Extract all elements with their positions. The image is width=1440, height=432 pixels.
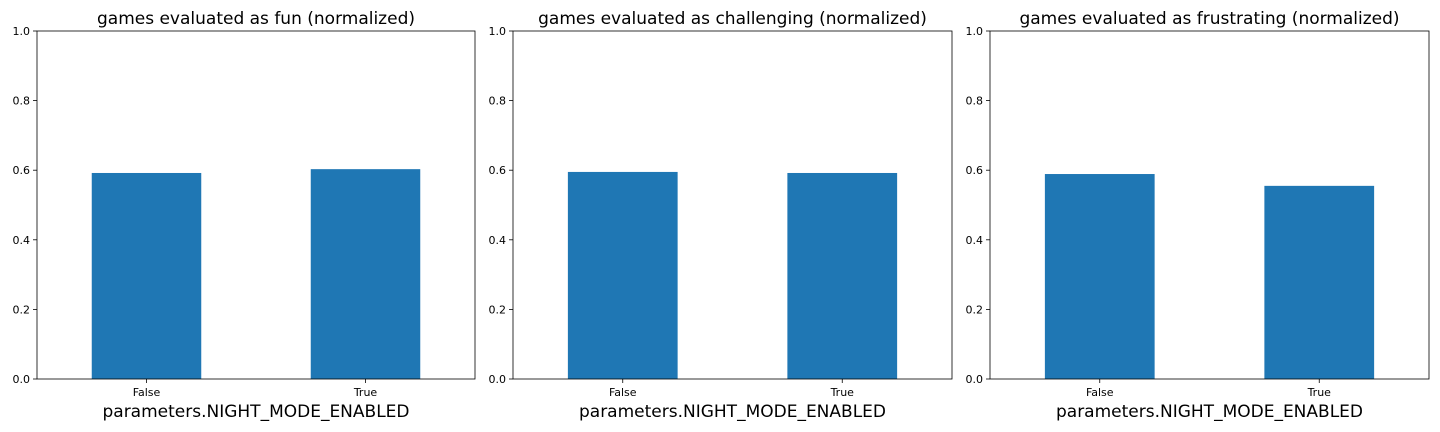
- y-tick-label: 0.4: [966, 234, 984, 247]
- x-tick-label: False: [1086, 386, 1114, 399]
- y-tick-label: 0.2: [13, 303, 31, 316]
- y-tick-label: 0.2: [489, 303, 507, 316]
- subplot-1: False True 0.0 0.2 0.4 0.6 0.8 1.0 games evaluat…: [13, 9, 476, 422]
- x-tick-label: True: [1307, 386, 1332, 399]
- y-tick-label: 0.6: [489, 164, 507, 177]
- y-tick-label: 0.0: [966, 373, 984, 386]
- bar-false: [567, 171, 678, 379]
- axes-frame: [512, 30, 953, 380]
- chart-title: games evaluated as fun (normalized): [97, 9, 415, 29]
- bar-true: [787, 172, 898, 379]
- chart-title: games evaluated as challenging (normaliz…: [538, 9, 927, 29]
- y-tick-label: 0.2: [966, 303, 984, 316]
- subplot-3: False True 0.0 0.2 0.4 0.6 0.8 1.0 games evaluat…: [966, 9, 1430, 422]
- x-axis-label: parameters.NIGHT_MODE_ENABLED: [1056, 402, 1363, 422]
- x-axis-label: parameters.NIGHT_MODE_ENABLED: [579, 402, 886, 422]
- y-tick-label: 0.6: [13, 164, 31, 177]
- y-tick-label: 0.8: [489, 95, 507, 108]
- axes-frame: [36, 30, 476, 380]
- x-tick-label: True: [353, 386, 378, 399]
- y-tick-label: 1.0: [13, 25, 31, 38]
- y-tick-label: 1.0: [966, 25, 984, 38]
- y-tick-label: 1.0: [489, 25, 507, 38]
- x-tick-label: False: [133, 386, 161, 399]
- x-tick-label: False: [609, 386, 637, 399]
- x-tick-label: True: [830, 386, 855, 399]
- y-tick-label: 0.0: [13, 373, 31, 386]
- y-tick-label: 0.4: [13, 234, 31, 247]
- bar-true: [1264, 185, 1375, 379]
- chart-title: games evaluated as frustrating (normaliz…: [1019, 9, 1399, 29]
- axes-frame: [989, 30, 1430, 380]
- y-tick-label: 0.4: [489, 234, 507, 247]
- x-axis-label: parameters.NIGHT_MODE_ENABLED: [102, 402, 409, 422]
- y-tick-label: 0.8: [13, 95, 31, 108]
- bar-true: [310, 169, 421, 379]
- bar-false: [91, 172, 202, 379]
- bar-false: [1044, 174, 1155, 379]
- y-tick-label: 0.8: [966, 95, 984, 108]
- subplot-2: False True 0.0 0.2 0.4 0.6 0.8 1.0 games evaluat…: [489, 9, 953, 422]
- y-tick-label: 0.0: [489, 373, 507, 386]
- y-tick-label: 0.6: [966, 164, 984, 177]
